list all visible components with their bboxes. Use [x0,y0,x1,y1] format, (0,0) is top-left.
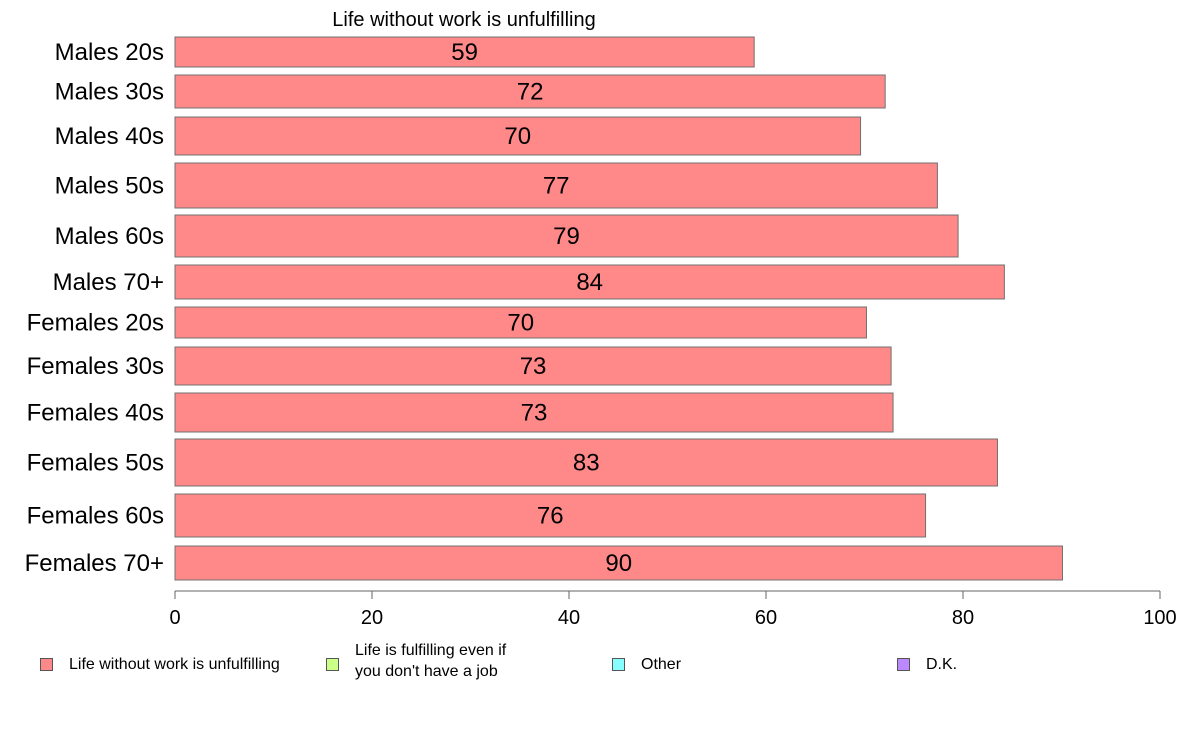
bar [174,392,894,433]
bar-chart: Life without work is unfulfilling Males … [25,9,1177,629]
data-label: 70 [504,123,531,150]
legend-item-fulfilling: Life is fulfilling even if you don't hav… [326,640,506,682]
legend-item-other: Other [612,654,681,675]
legend-swatch [40,658,53,671]
bar [174,214,959,258]
legend-swatch [897,658,910,671]
bar [174,545,1063,581]
legend: Life without work is unfulfilling Life i… [0,640,1188,690]
x-tick-label: 0 [169,607,180,629]
data-label: 59 [451,39,478,66]
bars-layer: Males 20s 59 Males 30s 72 Males 40s 70 Males 5… [25,36,1063,581]
bar [174,36,755,68]
category-label: Females 30s [27,353,164,380]
category-label: Males 40s [55,123,164,150]
data-label: 72 [517,79,544,106]
x-axis: 0 20 40 60 80 100 [169,590,1177,629]
bar [174,264,1005,300]
data-label: 90 [605,550,632,577]
bar [174,438,998,487]
chart-title: Life without work is unfulfilling [332,9,595,31]
bar [174,116,862,156]
data-label: 83 [573,450,600,477]
legend-label: Life is fulfilling even if you don't hav… [355,642,507,680]
category-label: Females 60s [27,503,164,530]
data-label: 73 [520,353,547,380]
data-label: 76 [537,503,564,530]
legend-swatch [612,658,625,671]
bar [174,162,938,209]
legend-label: Life without work is unfulfilling [69,656,280,673]
x-tick-label: 40 [558,607,580,629]
bar [174,74,886,109]
data-label: 70 [507,310,534,337]
category-label: Males 50s [55,173,164,200]
x-tick-label: 100 [1143,607,1176,629]
legend-item-unfulfilling: Life without work is unfulfilling [40,654,280,675]
bar [174,493,927,538]
legend-label: D.K. [926,656,958,673]
x-tick-label: 80 [952,607,974,629]
data-label: 73 [521,400,548,427]
bar [174,306,867,339]
category-label: Males 30s [55,79,164,106]
legend-swatch [326,658,339,671]
legend-label: Other [641,656,682,673]
bar [174,346,892,386]
category-label: Females 70+ [25,550,164,577]
category-label: Females 40s [27,400,164,427]
data-label: 79 [553,223,580,250]
x-tick-label: 60 [755,607,777,629]
category-label: Females 20s [27,310,164,337]
category-label: Males 70+ [53,269,164,296]
data-label: 84 [576,269,603,296]
data-label: 77 [543,173,570,200]
category-label: Males 20s [55,39,164,66]
x-tick-label: 20 [361,607,383,629]
category-label: Females 50s [27,450,164,477]
legend-item-dk: D.K. [897,654,957,675]
category-label: Males 60s [55,223,164,250]
